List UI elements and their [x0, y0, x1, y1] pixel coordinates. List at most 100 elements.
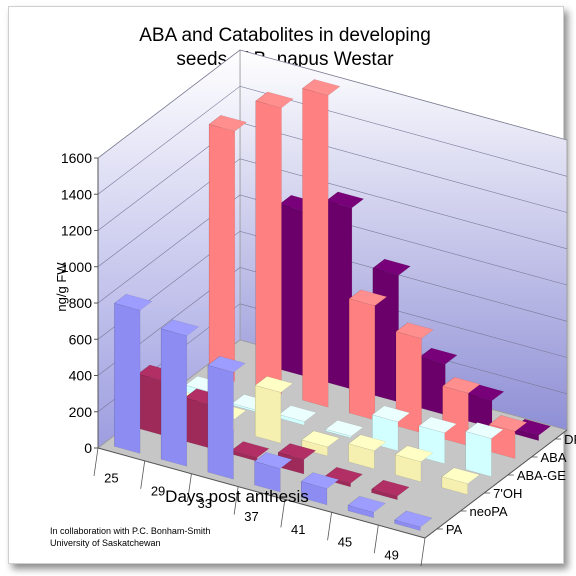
bar [465, 384, 505, 429]
bar-top [371, 405, 411, 423]
x-tick-label: 37 [244, 509, 258, 524]
y-tick-label: 1000 [61, 259, 92, 275]
bar [348, 434, 387, 470]
y-tick-label: 400 [69, 368, 93, 384]
bar-front [442, 385, 469, 447]
x-tick [327, 512, 332, 541]
bar-top [254, 452, 293, 469]
bar [395, 322, 434, 434]
series-label: ABA [541, 450, 567, 465]
bar-top [348, 289, 388, 307]
credit-note: In collaboration with P.C. Bonham-Smith … [50, 525, 210, 549]
bar [371, 479, 410, 501]
bar-front [255, 100, 282, 395]
bar-front [184, 397, 211, 449]
bar-top [231, 441, 270, 458]
bar [441, 467, 481, 495]
bar [254, 375, 294, 444]
bar-front [254, 385, 282, 444]
bar [465, 422, 504, 477]
bar-top [442, 376, 481, 394]
bar-top [160, 319, 200, 337]
y-tick-label: 800 [69, 295, 93, 311]
bar-top [302, 79, 341, 96]
bar-front [465, 431, 492, 477]
x-tick-label: 33 [198, 496, 212, 511]
x-tick [373, 525, 379, 554]
bar-top [207, 355, 246, 373]
x-tick [280, 499, 286, 528]
bar [301, 430, 340, 457]
bar-top [255, 91, 294, 109]
bar-top [419, 347, 458, 365]
y-tick-label: 1600 [61, 150, 92, 166]
bar [347, 495, 386, 519]
y-tick-label: 0 [84, 440, 92, 456]
bar [113, 293, 153, 454]
bar-top [394, 510, 433, 528]
bar-front [208, 124, 236, 382]
bar [348, 289, 388, 421]
gridline [97, 194, 568, 304]
bar-top [277, 443, 317, 460]
y-tick-label: 1200 [61, 223, 92, 239]
bar-top [254, 376, 294, 393]
bar-top [465, 422, 504, 439]
chart-axes [93, 157, 568, 567]
credit-line-1: In collaboration with P.C. Bonham-Smith [50, 526, 211, 536]
gridline [97, 158, 568, 268]
bar-front [207, 364, 234, 480]
bar [300, 472, 340, 506]
bar-top [208, 115, 248, 132]
x-tick-label: 41 [291, 522, 305, 537]
x-tick [233, 486, 239, 515]
bar-top [325, 191, 365, 209]
bar [207, 355, 246, 480]
x-tick [187, 473, 192, 502]
bar-top [488, 415, 528, 432]
bar [208, 114, 248, 382]
bar [278, 405, 317, 426]
x-axis-title: Days post anthesis [165, 487, 309, 506]
bar-front [372, 267, 399, 403]
x-tick-label: 45 [338, 535, 352, 550]
y-tick-label: 200 [69, 404, 93, 420]
bar [231, 441, 270, 462]
series-label: DPA x 0.1 [564, 432, 576, 447]
bar-top [347, 495, 386, 513]
chart-title-line-1: ABA and Catabolites in developing [139, 25, 431, 46]
x-tick-label: 29 [151, 483, 165, 498]
bar-top [372, 258, 411, 276]
depth-axis-line [424, 429, 568, 539]
x-axis-line [97, 447, 426, 539]
bar [255, 91, 294, 395]
y-tick-label: 1400 [61, 186, 92, 202]
bar [254, 451, 293, 493]
x-tick-label: 49 [384, 548, 398, 563]
bar-top [324, 466, 363, 484]
bar-front [137, 373, 165, 436]
gridline [97, 267, 568, 376]
bar-top [300, 472, 340, 489]
bar-front [114, 302, 141, 454]
bar-top [278, 405, 317, 422]
bar [394, 510, 433, 531]
series-label: PA [446, 522, 463, 537]
bar-front [160, 328, 188, 467]
bar-top [325, 419, 364, 437]
gridline [97, 85, 568, 195]
bar-front [326, 200, 353, 390]
credit-line-2: University of Saskatchewan [50, 538, 161, 548]
bar-front [349, 298, 376, 421]
bar-top [371, 479, 410, 497]
y-axis-title: ng/g FW [54, 262, 69, 312]
bar-top [301, 430, 340, 448]
series-label: neoPA [470, 504, 508, 519]
bar [160, 319, 200, 467]
bar-top [395, 322, 434, 339]
series-label: 7'OH [493, 486, 522, 501]
chart-gridlines [97, 49, 568, 413]
bar [279, 194, 318, 377]
bar-top [348, 434, 387, 452]
